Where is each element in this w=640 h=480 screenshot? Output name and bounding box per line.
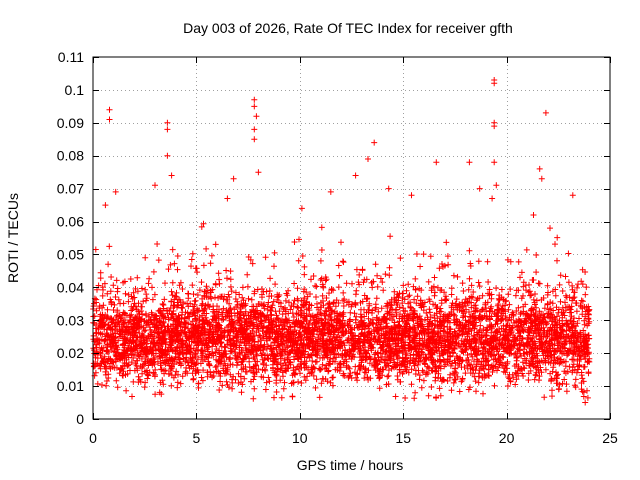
y-tick-label: 0 <box>76 411 84 427</box>
roti-series-markers <box>90 77 593 406</box>
grid-lines <box>93 57 610 419</box>
plot-frame <box>92 56 611 420</box>
x-axis-label: GPS time / hours <box>297 457 404 473</box>
x-tick-label: 25 <box>602 430 618 446</box>
x-tick-label: 10 <box>292 430 308 446</box>
x-tick-label: 20 <box>499 430 515 446</box>
y-tick-label: 0.1 <box>65 82 85 98</box>
y-tick-label: 0.04 <box>57 279 84 295</box>
y-tick-label: 0.08 <box>57 148 84 164</box>
y-tick-label: 0.01 <box>57 378 84 394</box>
y-axis-label: ROTI / TECUs <box>5 193 21 283</box>
y-tick-label: 0.09 <box>57 115 84 131</box>
y-tick-label: 0.07 <box>57 181 84 197</box>
x-tick-label: 0 <box>89 430 97 446</box>
chart-title: Day 003 of 2026, Rate Of TEC Index for r… <box>183 20 513 36</box>
y-tick-label: 0.02 <box>57 345 84 361</box>
y-tick-label: 0.11 <box>58 49 84 65</box>
y-tick-label: 0.06 <box>57 214 84 230</box>
y-tick-label: 0.05 <box>57 246 84 262</box>
y-tick-label: 0.03 <box>57 312 84 328</box>
axis-ticks <box>93 57 611 420</box>
data-points <box>90 77 593 406</box>
y-tick-labels: 0 0.01 0.02 0.03 0.04 0.05 0.06 0.07 0.08 0.09 0.1… <box>57 49 84 427</box>
x-tick-label: 5 <box>193 430 201 446</box>
x-tick-label: 15 <box>395 430 411 446</box>
x-tick-labels: 0 5 10 15 20 25 <box>89 430 618 446</box>
